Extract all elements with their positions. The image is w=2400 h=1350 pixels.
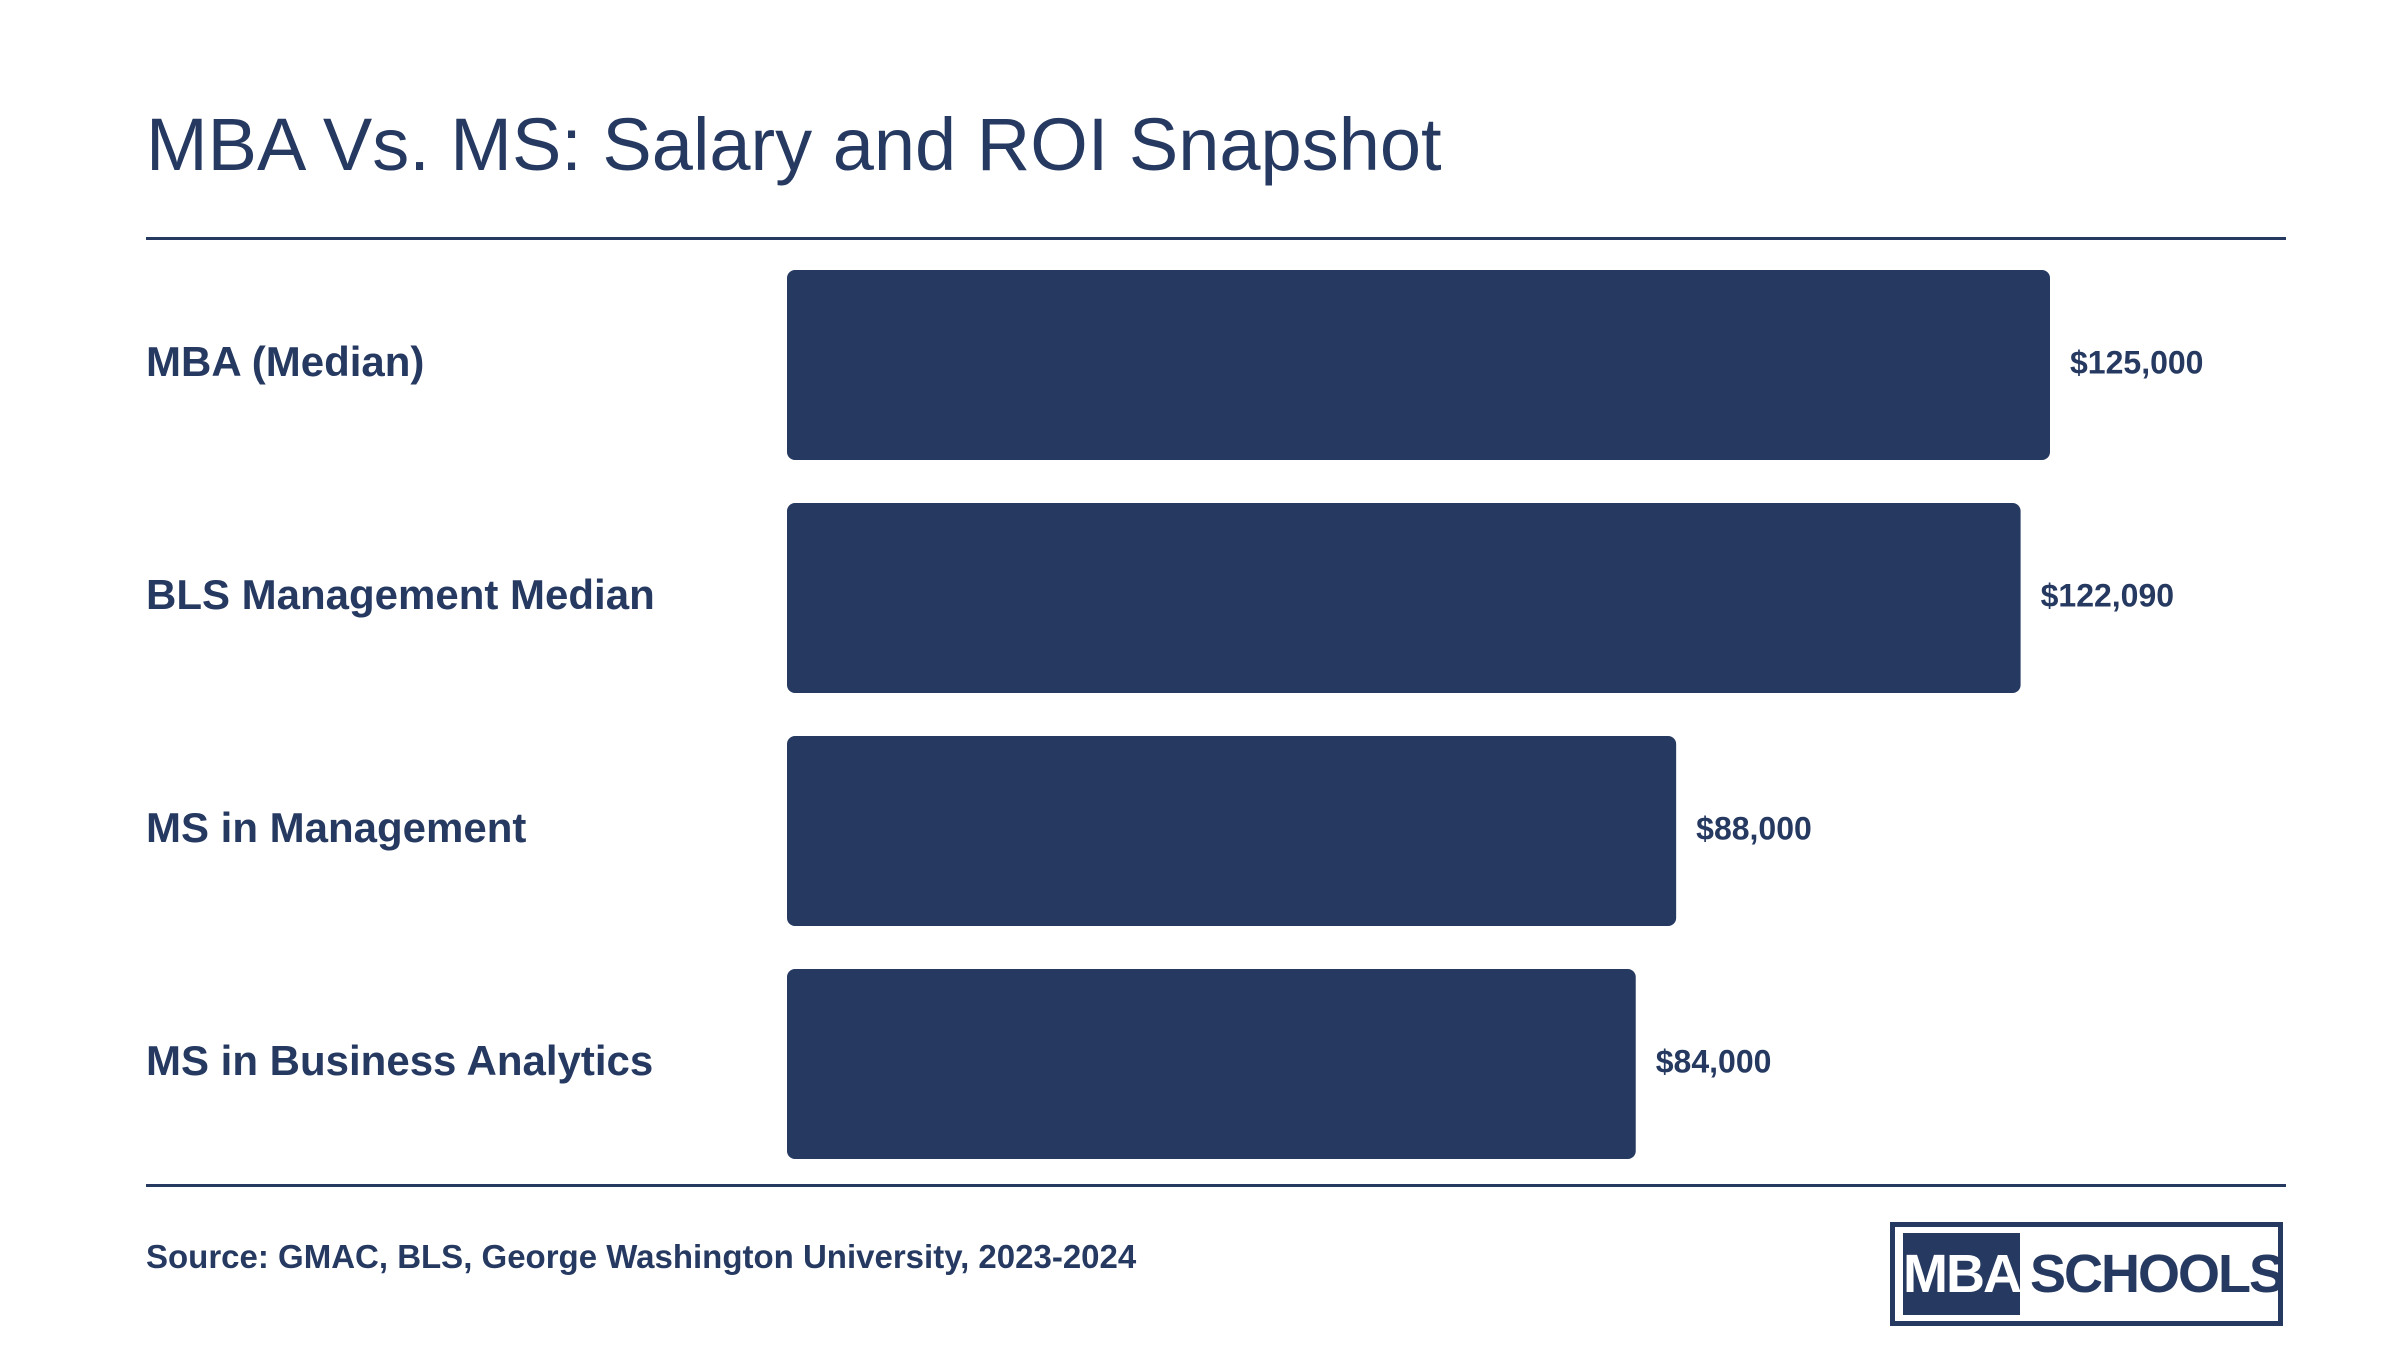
value-label: $84,000 [1656,1043,1772,1079]
bar [787,270,2050,460]
bar [787,969,1636,1159]
value-label: $88,000 [1696,810,1812,846]
top-divider [146,237,2286,240]
category-label: MBA (Median) [146,338,424,385]
category-label: MS in Management [146,804,526,851]
value-label: $125,000 [2070,344,2203,380]
category-label: MS in Business Analytics [146,1037,653,1084]
category-label: BLS Management Median [146,571,655,618]
logo-schools-text: SCHOOLS [2029,1244,2285,1304]
page-title: MBA Vs. MS: Salary and ROI Snapshot [146,103,1442,186]
value-label: $122,090 [2041,577,2174,613]
logo-mba-block: MBA [1903,1233,2022,1315]
bar [787,736,1677,926]
source-note: Source: GMAC, BLS, George Washington Uni… [146,1238,1137,1275]
bottom-divider [146,1184,2286,1187]
bar [787,503,2021,693]
mba-schools-logo[interactable]: MBA SCHOOLS [1890,1222,2285,1326]
